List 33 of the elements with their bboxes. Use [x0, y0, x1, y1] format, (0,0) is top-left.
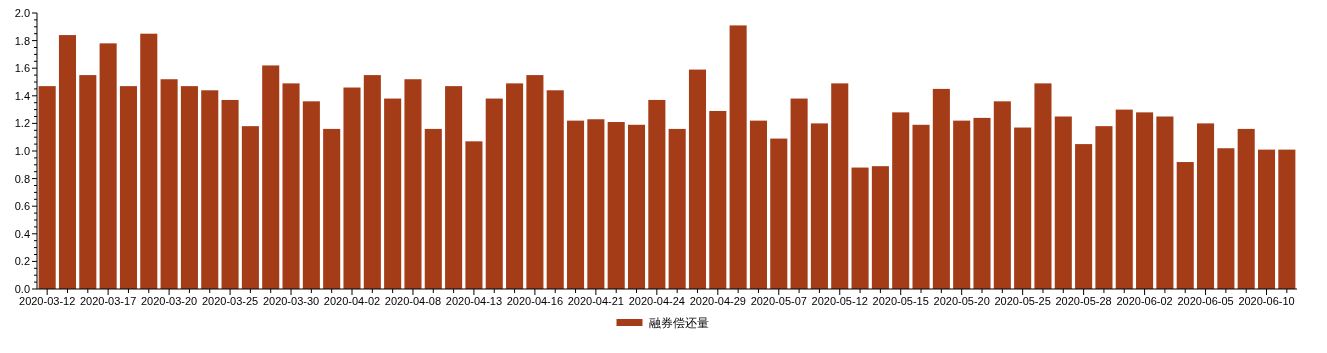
y-tick-label: 1.6	[14, 62, 30, 75]
x-tick-label: 2020-04-29	[689, 295, 746, 307]
x-tick-label: 2020-06-10	[1238, 295, 1295, 307]
x-tick-label: 2020-05-28	[1055, 295, 1112, 307]
x-tick-label: 2020-05-20	[933, 295, 990, 307]
y-tick-label: 1.4	[14, 89, 30, 102]
y-tick-label: 0.2	[14, 255, 30, 268]
x-tick-label: 2020-04-02	[323, 295, 381, 307]
x-tick-label: 2020-05-07	[750, 295, 807, 307]
y-tick-label: 0.8	[14, 172, 30, 185]
x-tick-label: 2020-04-24	[628, 295, 685, 307]
x-tick-label: 2020-04-21	[567, 295, 625, 307]
x-tick-label: 2020-04-16	[506, 295, 564, 307]
x-tick-label: 2020-03-20	[140, 295, 198, 307]
x-tick-label: 2020-03-25	[201, 295, 259, 307]
y-tick-label: 1.0	[14, 145, 30, 157]
y-tick-label: 1.8	[14, 34, 30, 47]
x-tick-label: 2020-05-15	[872, 295, 929, 307]
x-tick-label: 2020-03-12	[19, 295, 76, 307]
y-tick-label: 0.4	[14, 227, 30, 240]
legend-label: 融券偿还量	[648, 316, 709, 330]
x-tick-label: 2020-03-17	[79, 295, 137, 307]
x-tick-label: 2020-04-08	[384, 295, 442, 307]
x-tick-label: 2020-06-02	[1116, 295, 1173, 307]
x-tick-label: 2020-06-05	[1177, 295, 1234, 307]
x-tick-label: 2020-05-12	[811, 295, 868, 307]
x-tick-label: 2020-04-13	[445, 295, 503, 307]
y-tick-label: 1.2	[14, 117, 30, 130]
x-tick-label: 2020-03-30	[262, 295, 320, 307]
y-tick-label: 0.0	[14, 283, 30, 295]
y-tick-label: 0.6	[14, 200, 30, 213]
y-tick-label: 2.0	[14, 7, 30, 19]
x-tick-label: 2020-05-25	[994, 295, 1051, 307]
